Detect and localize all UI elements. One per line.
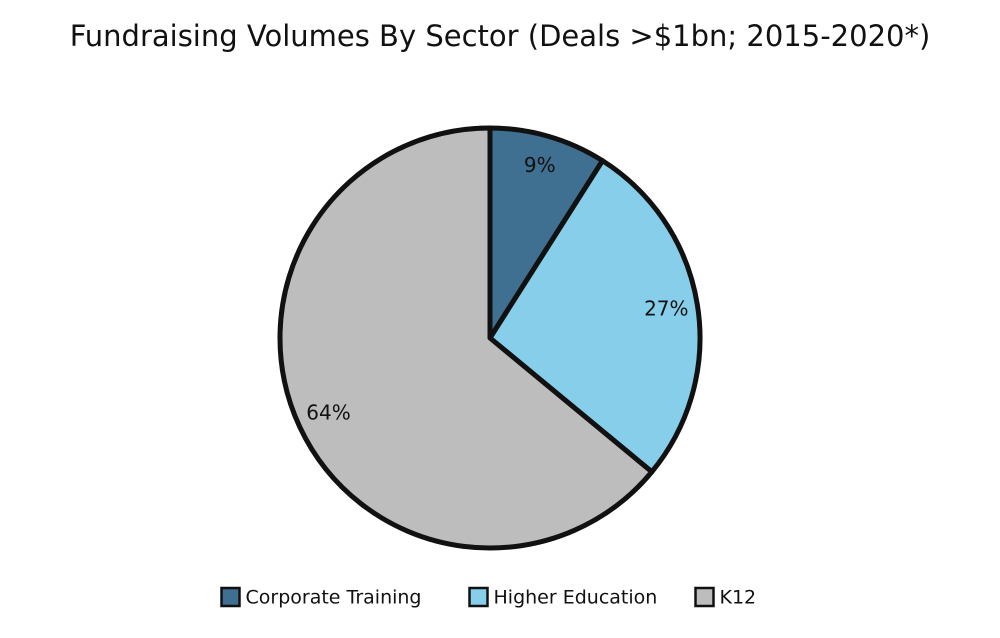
chart-title: Fundraising Volumes By Sector (Deals >$1…	[70, 19, 931, 53]
pie-slice	[487, 158, 703, 475]
legend-label: K12	[720, 587, 757, 609]
slice-label: 64%	[306, 401, 350, 425]
legend-swatch	[468, 586, 489, 608]
legend-swatch	[220, 586, 241, 608]
legend-label: Corporate Training	[246, 587, 422, 609]
pie-slice	[487, 125, 606, 341]
legend-label: Higher Education	[494, 587, 658, 609]
slice-label: 9%	[524, 153, 556, 177]
legend-swatch	[694, 586, 715, 608]
slice-label: 27%	[644, 297, 688, 321]
pie-slice	[277, 125, 655, 551]
